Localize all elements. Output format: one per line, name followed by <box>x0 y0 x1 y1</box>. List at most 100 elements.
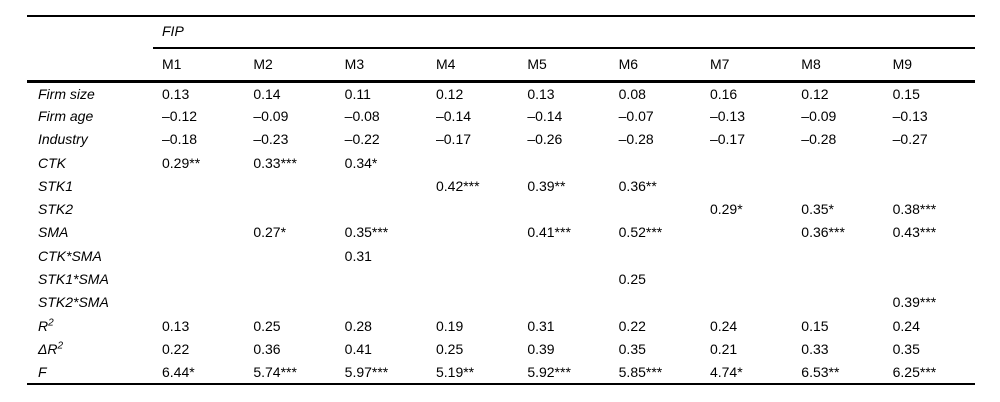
group-header-label: FIP <box>162 23 184 39</box>
column-header-m8: M8 <box>792 48 884 83</box>
value-cell: 0.13 <box>527 86 555 103</box>
value-cell: –0.09 <box>801 107 837 124</box>
value-cell: 0.21 <box>709 340 738 357</box>
table-row: F 6.44* 5.74*** 5.97*** 5.19** 5.92*** 5.85***… <box>27 361 975 386</box>
value-cell <box>701 151 792 174</box>
value-cell: 0.43*** <box>892 224 937 241</box>
group-header-row: FIP <box>27 15 975 49</box>
value-cell <box>884 151 975 174</box>
value-cell: 6.53** <box>792 361 884 386</box>
value-cell: 0.36*** <box>801 224 845 241</box>
table-row: R2 0.13 0.25 0.28 0.19 0.31 0.22 0.24 0.15 0.24 <box>27 314 975 337</box>
table-row: Firm age –0.12 –0.09 –0.08 –0.14 –0.14 –0.07 –0… <box>27 105 975 128</box>
value-cell: –0.07 <box>618 107 654 124</box>
value-cell: 0.35 <box>892 340 920 357</box>
value-cell: –0.12 <box>162 107 198 124</box>
value-cell: 0.41*** <box>527 224 571 241</box>
column-header-m7: M7 <box>700 48 793 83</box>
table-row: SMA 0.27* 0.35*** 0.41*** 0.52*** 0.36*** 0.43… <box>27 221 975 244</box>
value-cell: 0.29* <box>709 201 743 218</box>
value-cell <box>336 268 427 291</box>
value-cell: 0.31 <box>344 247 372 264</box>
value-cell <box>244 245 335 268</box>
value-cell: 0.39 <box>527 340 555 357</box>
value-cell <box>792 245 883 268</box>
value-cell <box>153 245 244 268</box>
value-cell <box>153 221 244 244</box>
value-cell <box>336 291 427 314</box>
value-cell: 0.25 <box>253 317 281 334</box>
row-label: F <box>27 361 153 386</box>
column-header-m3: M3 <box>335 48 427 83</box>
row-label: CTK <box>38 154 66 171</box>
value-cell <box>792 268 883 291</box>
stub-header-cell-2 <box>27 48 153 83</box>
group-header-cell: FIP <box>153 15 975 49</box>
value-cell <box>792 291 883 314</box>
value-cell: 0.31 <box>527 317 555 334</box>
value-cell <box>427 221 518 244</box>
value-cell: –0.28 <box>618 131 654 148</box>
row-label: Industry <box>38 131 88 148</box>
regression-results-table: FIP M1 M2 M3 M4 M5 M6 M7 M8 M9 Firm size 0.13 0.14… <box>27 15 975 386</box>
table-row: ΔR2 0.22 0.36 0.41 0.25 0.39 0.35 0.21 0.33 0.35 <box>27 338 975 361</box>
column-header-m5: M5 <box>518 48 610 83</box>
value-cell: 0.12 <box>801 86 829 103</box>
value-cell <box>884 268 975 291</box>
row-label: ΔR2 <box>38 340 64 357</box>
value-cell: 0.19 <box>435 317 464 334</box>
value-cell <box>884 175 975 198</box>
column-header-m6: M6 <box>609 48 701 83</box>
value-cell: 5.19** <box>426 361 519 386</box>
value-cell: 0.08 <box>618 86 646 103</box>
table-row: STK1*SMA 0.25 <box>27 268 975 291</box>
value-cell <box>336 198 427 221</box>
value-cell: 0.33 <box>801 340 829 357</box>
value-cell: 6.25*** <box>883 361 975 386</box>
column-header-row: M1 M2 M3 M4 M5 M6 M7 M8 M9 <box>27 48 975 83</box>
value-cell <box>153 175 244 198</box>
value-cell: 0.25 <box>618 271 646 288</box>
value-cell <box>610 198 701 221</box>
row-label: STK1*SMA <box>38 271 109 288</box>
value-cell: 5.85*** <box>609 361 701 386</box>
row-label: STK2 <box>38 201 74 218</box>
row-label-superscript: 2 <box>57 340 64 352</box>
value-cell: 0.36** <box>618 177 657 194</box>
value-cell <box>701 268 792 291</box>
value-cell: 5.97*** <box>335 361 427 386</box>
value-cell: 0.41 <box>344 340 372 357</box>
table-row: STK2 0.29* 0.35* 0.38*** <box>27 198 975 221</box>
value-cell <box>427 198 518 221</box>
column-header-m9: M9 <box>883 48 975 83</box>
value-cell: –0.18 <box>162 131 198 148</box>
value-cell: 0.25 <box>435 340 464 357</box>
value-cell: –0.13 <box>892 107 928 124</box>
value-cell <box>244 175 335 198</box>
row-label: SMA <box>38 224 69 241</box>
value-cell: 0.39** <box>527 177 566 194</box>
value-cell: 0.15 <box>801 317 829 334</box>
value-cell: –0.17 <box>709 131 746 148</box>
value-cell: –0.08 <box>344 107 380 124</box>
value-cell: 0.38*** <box>892 201 937 218</box>
value-cell: 0.22 <box>618 317 646 334</box>
row-label: Firm size <box>38 86 95 103</box>
value-cell <box>153 291 244 314</box>
column-header-m1: M1 <box>153 48 245 83</box>
value-cell <box>518 198 609 221</box>
value-cell: 5.74*** <box>244 361 336 386</box>
value-cell: –0.23 <box>253 131 289 148</box>
value-cell: 0.33*** <box>253 154 297 171</box>
table-row: STK2*SMA 0.39*** <box>27 291 975 314</box>
value-cell: 0.13 <box>162 86 190 103</box>
value-cell: 0.42*** <box>435 177 480 194</box>
row-label: CTK*SMA <box>38 247 102 264</box>
value-cell <box>701 221 792 244</box>
value-cell: 0.35 <box>618 340 646 357</box>
row-label: R2 <box>38 316 54 334</box>
table-row: Industry –0.18 –0.23 –0.22 –0.17 –0.26 –0.28 –0… <box>27 128 975 151</box>
value-cell <box>244 291 335 314</box>
value-cell: 0.24 <box>709 317 738 334</box>
